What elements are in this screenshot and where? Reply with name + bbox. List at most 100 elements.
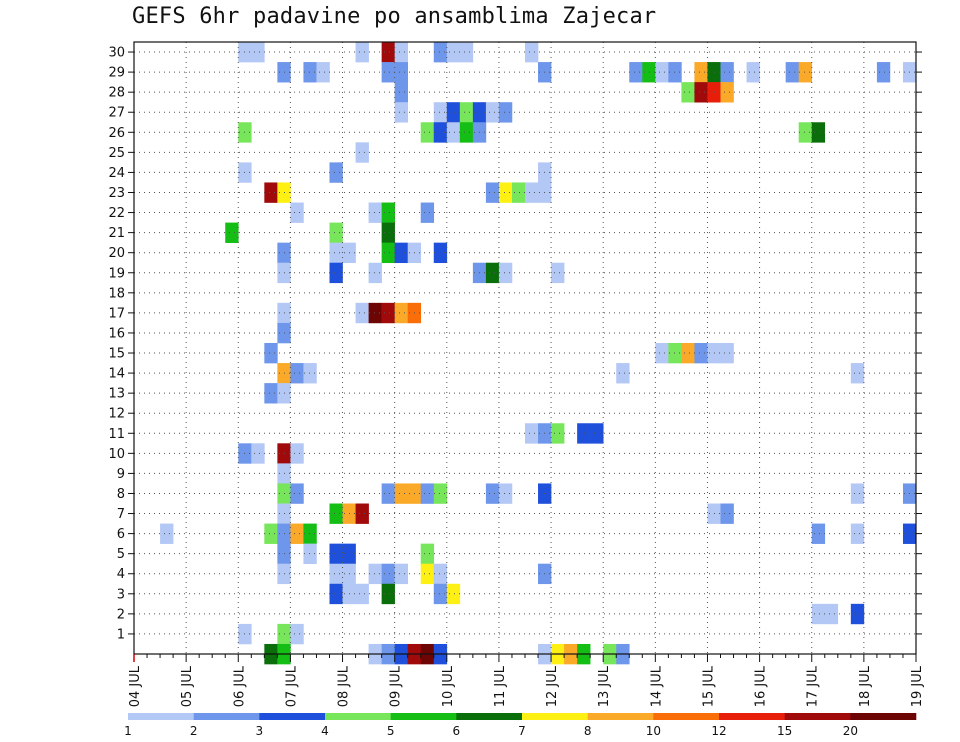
heat-cell bbox=[251, 443, 265, 464]
legend-swatch bbox=[587, 713, 654, 720]
y-tick-label: 15 bbox=[108, 347, 125, 362]
heat-cell bbox=[303, 543, 317, 565]
heat-cell bbox=[511, 182, 526, 203]
heat-cell bbox=[577, 423, 591, 444]
heat-cell bbox=[433, 242, 448, 264]
y-tick-label: 18 bbox=[108, 286, 125, 301]
x-tick-label: 04 JUL bbox=[128, 665, 143, 707]
heat-cell bbox=[655, 62, 669, 83]
x-tick-label: 17 JUL bbox=[806, 665, 821, 707]
legend-swatch bbox=[128, 713, 194, 720]
legend-label: 7 bbox=[518, 724, 526, 738]
heat-cell bbox=[642, 62, 656, 83]
grid-layer bbox=[134, 42, 916, 654]
ticks-layer: 1234567891011121314151617181920212223242… bbox=[108, 46, 925, 708]
heat-cell bbox=[525, 423, 539, 444]
heat-cell bbox=[316, 62, 330, 83]
heat-cell bbox=[498, 483, 513, 504]
x-tick-label: 15 JUL bbox=[701, 665, 716, 707]
x-tick-label: 11 JUL bbox=[493, 665, 508, 707]
heat-cell bbox=[459, 122, 474, 143]
heat-cell bbox=[381, 42, 395, 63]
y-tick-label: 25 bbox=[108, 146, 125, 161]
heat-cell bbox=[303, 62, 317, 83]
heat-cell bbox=[394, 42, 408, 63]
heat-cell bbox=[446, 102, 461, 123]
x-tick-label: 06 JUL bbox=[232, 665, 247, 707]
legend-swatch bbox=[850, 713, 917, 720]
legend-label: 15 bbox=[777, 724, 792, 738]
x-tick-label: 19 JUL bbox=[910, 665, 925, 707]
heat-cell bbox=[485, 262, 500, 284]
heat-cell bbox=[225, 222, 239, 243]
heat-cell bbox=[368, 262, 382, 284]
heat-cell bbox=[811, 523, 826, 544]
heat-cell bbox=[355, 503, 369, 524]
x-tick-label: 10 JUL bbox=[441, 665, 456, 707]
y-tick-label: 5 bbox=[117, 547, 125, 562]
heat-cell bbox=[498, 102, 513, 123]
legend-swatch bbox=[390, 713, 457, 720]
legend-label: 12 bbox=[711, 724, 726, 738]
heat-cell bbox=[290, 483, 304, 504]
heat-cell bbox=[381, 62, 395, 83]
heat-cell bbox=[381, 302, 395, 324]
heat-cell bbox=[694, 82, 708, 103]
legend-swatch bbox=[456, 713, 523, 720]
heat-cell bbox=[746, 62, 760, 83]
heat-cell bbox=[824, 603, 839, 625]
legend-swatch bbox=[522, 713, 588, 720]
heat-cell bbox=[485, 182, 500, 203]
heat-cell bbox=[485, 102, 500, 123]
x-tick-label: 18 JUL bbox=[858, 665, 873, 707]
y-tick-label: 9 bbox=[117, 467, 125, 482]
heat-cell bbox=[420, 483, 435, 504]
heat-cell bbox=[681, 82, 695, 103]
heat-cell bbox=[446, 42, 461, 63]
heat-cell bbox=[850, 523, 865, 544]
y-tick-label: 8 bbox=[117, 487, 125, 502]
y-tick-label: 19 bbox=[108, 266, 125, 281]
legend-layer: 1 2 3 4 5 6 7 8 10 12 15 20 bbox=[124, 713, 917, 738]
x-tick-label: 09 JUL bbox=[389, 665, 404, 707]
legend-label: 5 bbox=[387, 724, 395, 738]
heat-cell bbox=[264, 342, 278, 364]
heat-cell bbox=[720, 342, 734, 364]
legend-label: 10 bbox=[646, 724, 661, 738]
heat-cell bbox=[629, 62, 643, 83]
legend-label: 20 bbox=[843, 724, 858, 738]
y-tick-label: 30 bbox=[108, 46, 125, 61]
cells-layer bbox=[160, 42, 917, 665]
heat-cell bbox=[329, 563, 343, 585]
heat-cell bbox=[681, 342, 695, 364]
heat-cell bbox=[446, 583, 461, 605]
heat-cell bbox=[433, 583, 448, 605]
y-tick-label: 1 bbox=[117, 627, 125, 642]
heat-cell bbox=[498, 182, 513, 203]
heat-cell bbox=[668, 342, 682, 364]
heat-cell bbox=[394, 82, 408, 103]
heat-cell bbox=[329, 242, 343, 264]
heat-cell bbox=[720, 62, 734, 83]
legend-label: 2 bbox=[190, 724, 198, 738]
heat-cell bbox=[551, 262, 565, 284]
heat-cell bbox=[459, 42, 474, 63]
heat-cell bbox=[655, 342, 669, 364]
heat-cell bbox=[420, 563, 435, 585]
y-tick-label: 17 bbox=[108, 306, 125, 321]
heat-cell bbox=[290, 202, 304, 223]
y-tick-label: 14 bbox=[108, 367, 125, 382]
heat-cell bbox=[290, 523, 304, 544]
heat-cell bbox=[329, 162, 343, 183]
legend-swatch bbox=[784, 713, 851, 720]
heat-cell bbox=[798, 62, 813, 83]
heat-cell bbox=[720, 82, 734, 103]
y-tick-label: 10 bbox=[108, 447, 125, 462]
heat-cell bbox=[551, 423, 565, 444]
heat-cell bbox=[381, 583, 395, 605]
heat-cell bbox=[498, 262, 513, 284]
heat-cell bbox=[433, 102, 448, 123]
heat-cell bbox=[394, 483, 408, 504]
x-tick-label: 05 JUL bbox=[180, 665, 195, 707]
